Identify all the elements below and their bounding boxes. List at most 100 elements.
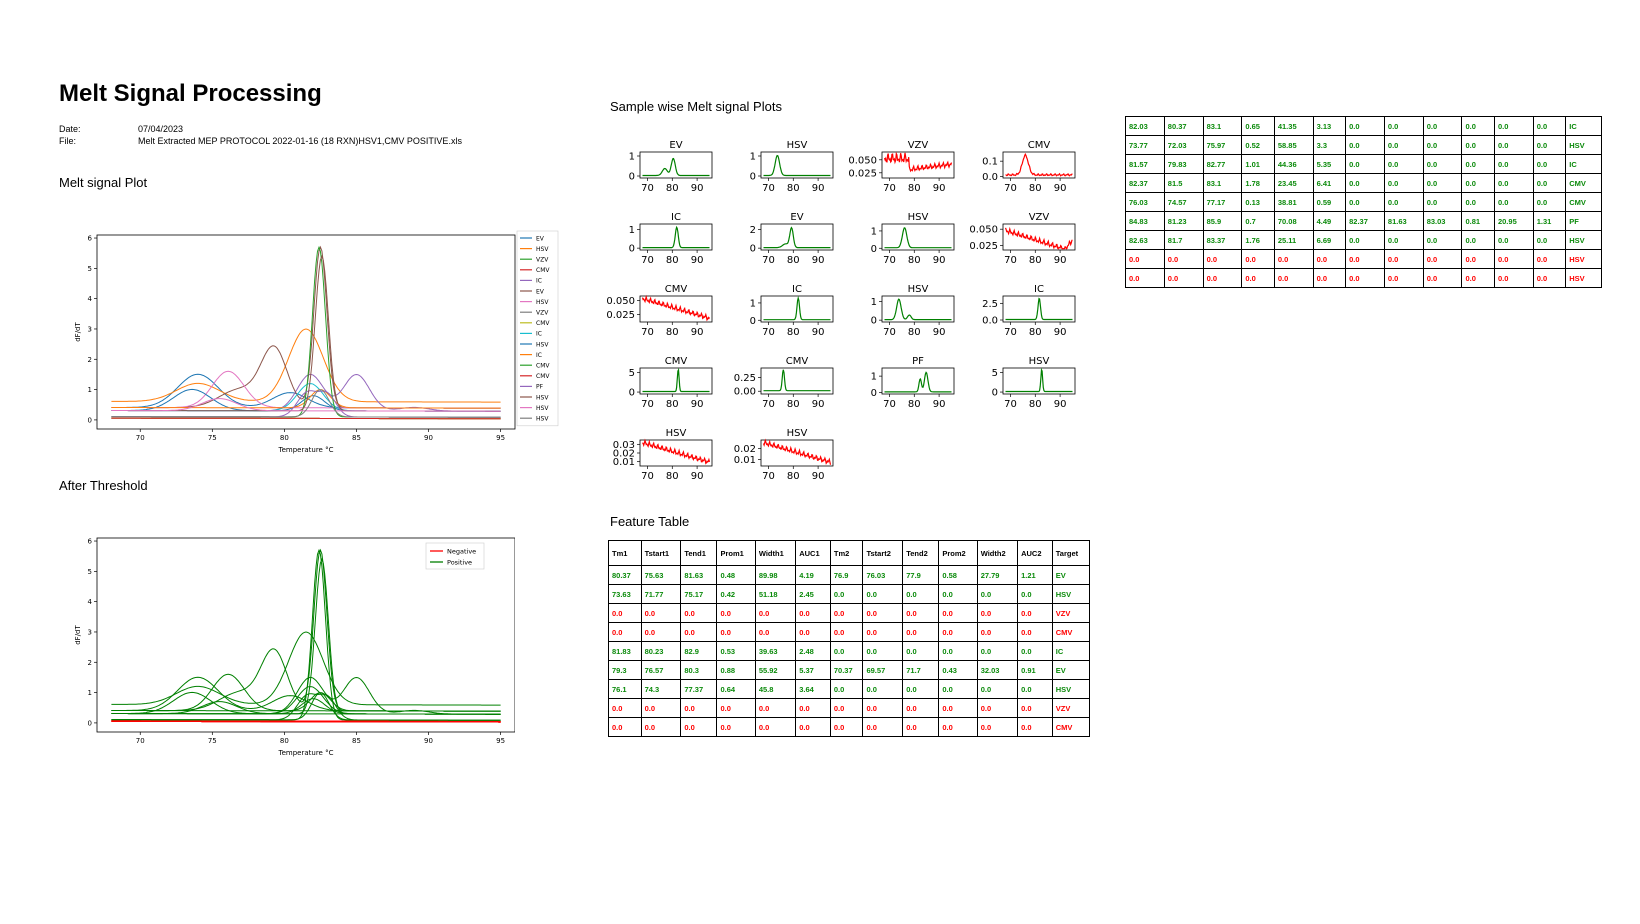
table-cell: 0.0 xyxy=(1422,230,1463,250)
y-tick-label: 0.050 xyxy=(969,225,998,236)
legend-entry: HSV xyxy=(536,416,549,423)
x-tick-label: 70 xyxy=(883,327,896,338)
table-cell: 73.63 xyxy=(608,584,642,604)
table-cell: 0.0 xyxy=(829,622,864,642)
table-row: 81.83 80.23 82.9 0.53 39.63 2.48 0.0 0.0 0.0 0.0 0… xyxy=(608,641,1091,661)
subplot-title: EV xyxy=(669,140,682,151)
table-cell: 83.1 xyxy=(1202,173,1243,193)
subplot-frame xyxy=(760,439,834,467)
table-cell: 0.0 xyxy=(608,717,642,737)
subplot-cmv: CMV 70 80 90 0.00 0.25 xyxy=(734,356,834,410)
subplot-line xyxy=(763,154,831,177)
x-tick-label: 70 xyxy=(1004,327,1017,338)
table-cell: 0.0 xyxy=(795,698,831,718)
threshold-heading: After Threshold xyxy=(59,478,148,493)
table-cell: 0.52 xyxy=(1241,135,1275,155)
subplot-hsv: HSV 70 80 90 0 1 xyxy=(750,140,834,194)
x-tick-label: 90 xyxy=(933,255,946,266)
table-cell: 0.0 xyxy=(938,717,978,737)
table-cell: 0.0 xyxy=(1202,249,1243,269)
y-tick-label: 0 xyxy=(871,316,877,327)
table-cell: 73.77 xyxy=(1125,135,1165,155)
x-tick-label: 80 xyxy=(666,471,679,482)
subplot-frame xyxy=(760,295,834,323)
subplot-title: EV xyxy=(790,212,803,223)
table-cell: 55.92 xyxy=(754,660,797,680)
table-cell: 0.0 xyxy=(1017,641,1053,661)
subplot-ev: EV 70 80 90 0 1 xyxy=(629,140,713,194)
y-tick-label: 6 xyxy=(88,235,93,243)
subplot-frame xyxy=(1002,295,1076,323)
table-cell: 0.0 xyxy=(1017,717,1053,737)
table-cell: 80.37 xyxy=(608,565,642,585)
table-cell: 3.13 xyxy=(1312,116,1347,136)
table-cell: 0.0 xyxy=(976,603,1019,623)
table-cell: 0.0 xyxy=(1532,192,1567,212)
table-cell: PF xyxy=(1565,211,1602,231)
column-header: Tend2 xyxy=(902,540,940,566)
sample-plots-heading: Sample wise Melt signal Plots xyxy=(610,99,782,114)
x-tick-label: 80 xyxy=(666,183,679,194)
table-cell: 0.0 xyxy=(1345,192,1385,212)
date-value: 07/04/2023 xyxy=(138,124,184,134)
table-cell: 6.69 xyxy=(1312,230,1347,250)
table-cell: 82.03 xyxy=(1125,116,1165,136)
table-cell: 0.0 xyxy=(1345,154,1385,174)
table-cell: 0.0 xyxy=(829,584,864,604)
table-cell: 0.0 xyxy=(1532,268,1567,288)
x-tick-label: 80 xyxy=(280,737,289,745)
table-cell: 27.79 xyxy=(976,565,1019,585)
table-cell: 77.9 xyxy=(902,565,940,585)
table-cell: 0.0 xyxy=(1461,230,1495,250)
plot-frame xyxy=(96,537,515,733)
y-axis-label: dF/dT xyxy=(75,625,82,645)
table-cell: 0.0 xyxy=(938,622,978,642)
table-cell: 0.0 xyxy=(1163,249,1204,269)
table-cell: 0.0 xyxy=(1532,173,1567,193)
subplot-line xyxy=(642,438,711,465)
table-cell: 0.0 xyxy=(1017,698,1053,718)
subplot-title: IC xyxy=(1034,284,1044,295)
y-tick-label: 1 xyxy=(871,372,877,383)
table-cell: 0.0 xyxy=(1461,249,1495,269)
x-tick-label: 70 xyxy=(883,183,896,194)
x-tick-label: 70 xyxy=(883,255,896,266)
table-cell: 82.37 xyxy=(1125,173,1165,193)
y-tick-label: 2 xyxy=(750,225,756,236)
table-cell: CMV xyxy=(1051,717,1091,737)
table-cell: 0.0 xyxy=(1383,230,1424,250)
x-tick-label: 80 xyxy=(787,399,800,410)
table-cell: 83.37 xyxy=(1202,230,1243,250)
table-cell: 0.0 xyxy=(976,717,1019,737)
subplot-line xyxy=(642,225,710,249)
subplot-title: IC xyxy=(671,212,681,223)
table-cell: 0.0 xyxy=(1125,249,1165,269)
subplot-frame xyxy=(881,151,955,179)
series-line-hsv xyxy=(111,389,501,418)
table-cell: 0.91 xyxy=(1017,660,1053,680)
table-cell: 0.0 xyxy=(1345,249,1385,269)
table-cell: 0.0 xyxy=(862,717,904,737)
table-cell: 0.0 xyxy=(640,698,682,718)
table-cell: 51.18 xyxy=(754,584,797,604)
table-cell: 1.76 xyxy=(1241,230,1275,250)
table-row: 79.3 76.57 80.3 0.88 55.92 5.37 70.37 69.57 71.7… xyxy=(608,660,1091,680)
table-cell: HSV xyxy=(1565,268,1602,288)
x-tick-label: 85 xyxy=(352,737,361,745)
table-cell: 76.03 xyxy=(1125,192,1165,212)
table-cell: 0.0 xyxy=(795,603,831,623)
table-cell: 0.0 xyxy=(1493,230,1534,250)
table-cell: 84.83 xyxy=(1125,211,1165,231)
table-cell: 0.0 xyxy=(938,698,978,718)
subplot-hsv: HSV 70 80 90 0.010.02 xyxy=(734,428,834,482)
table-cell: 0.0 xyxy=(902,603,940,623)
table-cell: 0.53 xyxy=(716,641,756,661)
subplot-frame xyxy=(881,367,955,395)
table-cell: 0.0 xyxy=(608,622,642,642)
subplot-frame xyxy=(1002,223,1076,251)
x-tick-label: 80 xyxy=(908,255,921,266)
x-tick-label: 80 xyxy=(908,327,921,338)
table-cell: 89.98 xyxy=(754,565,797,585)
table-cell: CMV xyxy=(1565,192,1602,212)
x-tick-label: 90 xyxy=(691,327,704,338)
